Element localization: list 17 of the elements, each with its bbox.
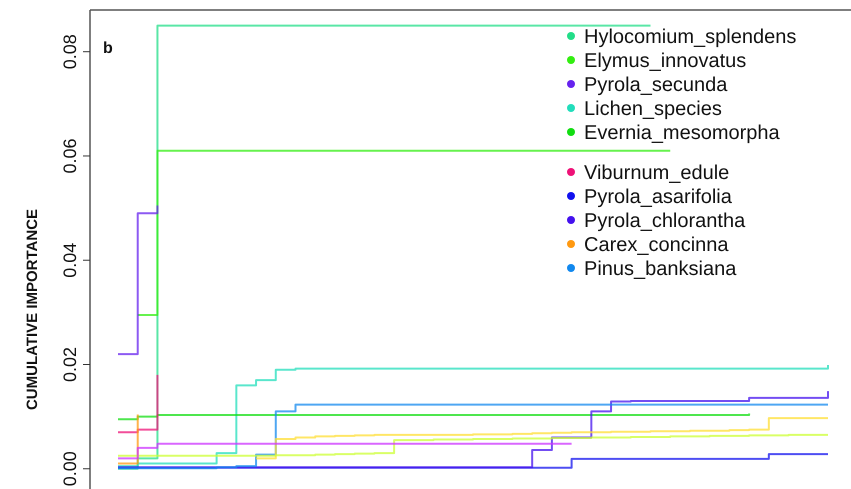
- y-tick-label: 0.00: [60, 451, 80, 486]
- y-tick-label: 0.06: [60, 138, 80, 174]
- legend-label: Viburnum_edule: [584, 162, 730, 184]
- legend-label: Lichen_species: [584, 98, 722, 120]
- y-tick-label: 0.02: [60, 346, 80, 382]
- legend-label: Pyrola_asarifolia: [584, 186, 733, 208]
- y-tick-label: 0.08: [60, 34, 80, 70]
- y-axis-title: CUMULATIVE IMPORTANCE: [24, 208, 41, 410]
- legend-label: Hylocomium_splendens: [584, 26, 796, 48]
- legend-label: Evernia_mesomorpha: [584, 122, 781, 144]
- legend-label: Pinus_banksiana: [584, 258, 738, 280]
- legend-label: Pyrola_chlorantha: [584, 210, 746, 232]
- legend-label: Carex_concinna: [584, 234, 730, 256]
- legend-label: Elymus_innovatus: [584, 50, 746, 72]
- text: b: [103, 40, 113, 57]
- y-tick-label: 0.04: [60, 242, 80, 278]
- legend-label: Pyrola_secunda: [584, 74, 728, 96]
